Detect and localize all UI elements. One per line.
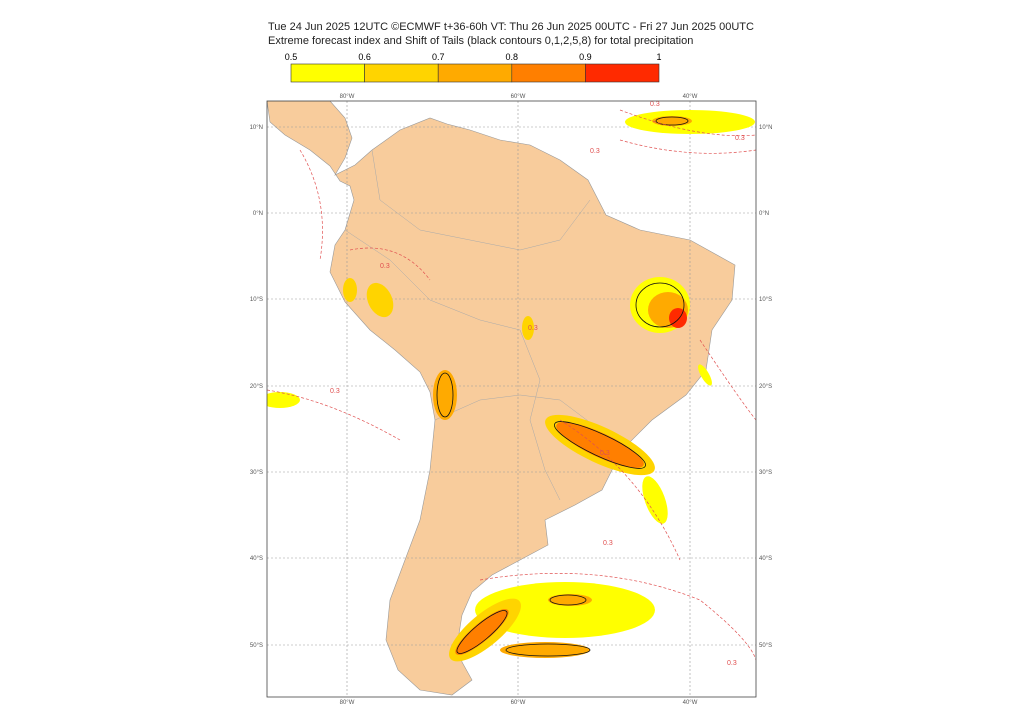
contour-label: 0.3 (735, 135, 745, 142)
contour-label: 0.3 (330, 388, 340, 395)
lat-label: 50°S (759, 643, 772, 649)
lat-label: 50°S (250, 643, 263, 649)
map-area: 0.3 0.3 0.3 0.3 0.3 0.3 0.3 0.3 0.3 (267, 101, 756, 697)
contour-label: 0.3 (590, 148, 600, 155)
country-borders (344, 149, 601, 501)
colorbar-segment (290, 63, 365, 83)
colorbar-label: 0.8 (506, 52, 519, 62)
colorbar-segment (585, 63, 660, 83)
title-line-1: Tue 24 Jun 2025 12UTC ©ECMWF t+36-60h VT… (268, 21, 754, 33)
lon-label: 60°W (511, 700, 526, 706)
lat-label: 10°N (759, 125, 772, 131)
lat-label: 30°S (250, 470, 263, 476)
lon-label: 80°W (340, 94, 355, 100)
contour-label: 0.3 (650, 101, 660, 108)
contour-label: 0.3 (727, 660, 737, 667)
colorbar-label: 0.6 (358, 52, 371, 62)
grid (267, 101, 756, 697)
colorbar-segment (437, 63, 513, 83)
contour-label: 0.3 (603, 540, 613, 547)
map-frame (266, 100, 757, 698)
lat-label: 40°S (250, 556, 263, 562)
lon-label: 60°W (511, 94, 526, 100)
lat-label: 20°S (759, 384, 772, 390)
colorbar-segment (364, 63, 439, 83)
continent (267, 101, 736, 696)
colorbar-label: 0.7 (432, 52, 445, 62)
sot-contours (436, 116, 689, 657)
lat-label: 10°S (759, 297, 772, 303)
colorbar-segment (511, 63, 586, 83)
lat-label: 30°S (759, 470, 772, 476)
lat-label: 10°S (250, 297, 263, 303)
contour-label: 0.3 (600, 450, 610, 457)
lon-label: 40°W (683, 94, 698, 100)
colorbar-label: 0.9 (579, 52, 592, 62)
efi-03-contours (267, 109, 756, 661)
title-line-2: Extreme forecast index and Shift of Tail… (268, 35, 693, 47)
colorbar: 0.5 0.6 0.7 0.8 0.9 1 (285, 52, 662, 83)
colorbar-label: 1 (656, 52, 661, 62)
contour-label: 0.3 (380, 263, 390, 270)
colorbar-label: 0.5 (285, 52, 298, 62)
lon-label: 40°W (683, 700, 698, 706)
lat-label: 0°N (253, 211, 263, 217)
lat-label: 0°N (759, 211, 769, 217)
lat-label: 40°S (759, 556, 772, 562)
contour-label: 0.3 (528, 325, 538, 332)
lat-label: 10°N (250, 125, 263, 131)
lon-label: 80°W (340, 700, 355, 706)
lat-label: 20°S (250, 384, 263, 390)
